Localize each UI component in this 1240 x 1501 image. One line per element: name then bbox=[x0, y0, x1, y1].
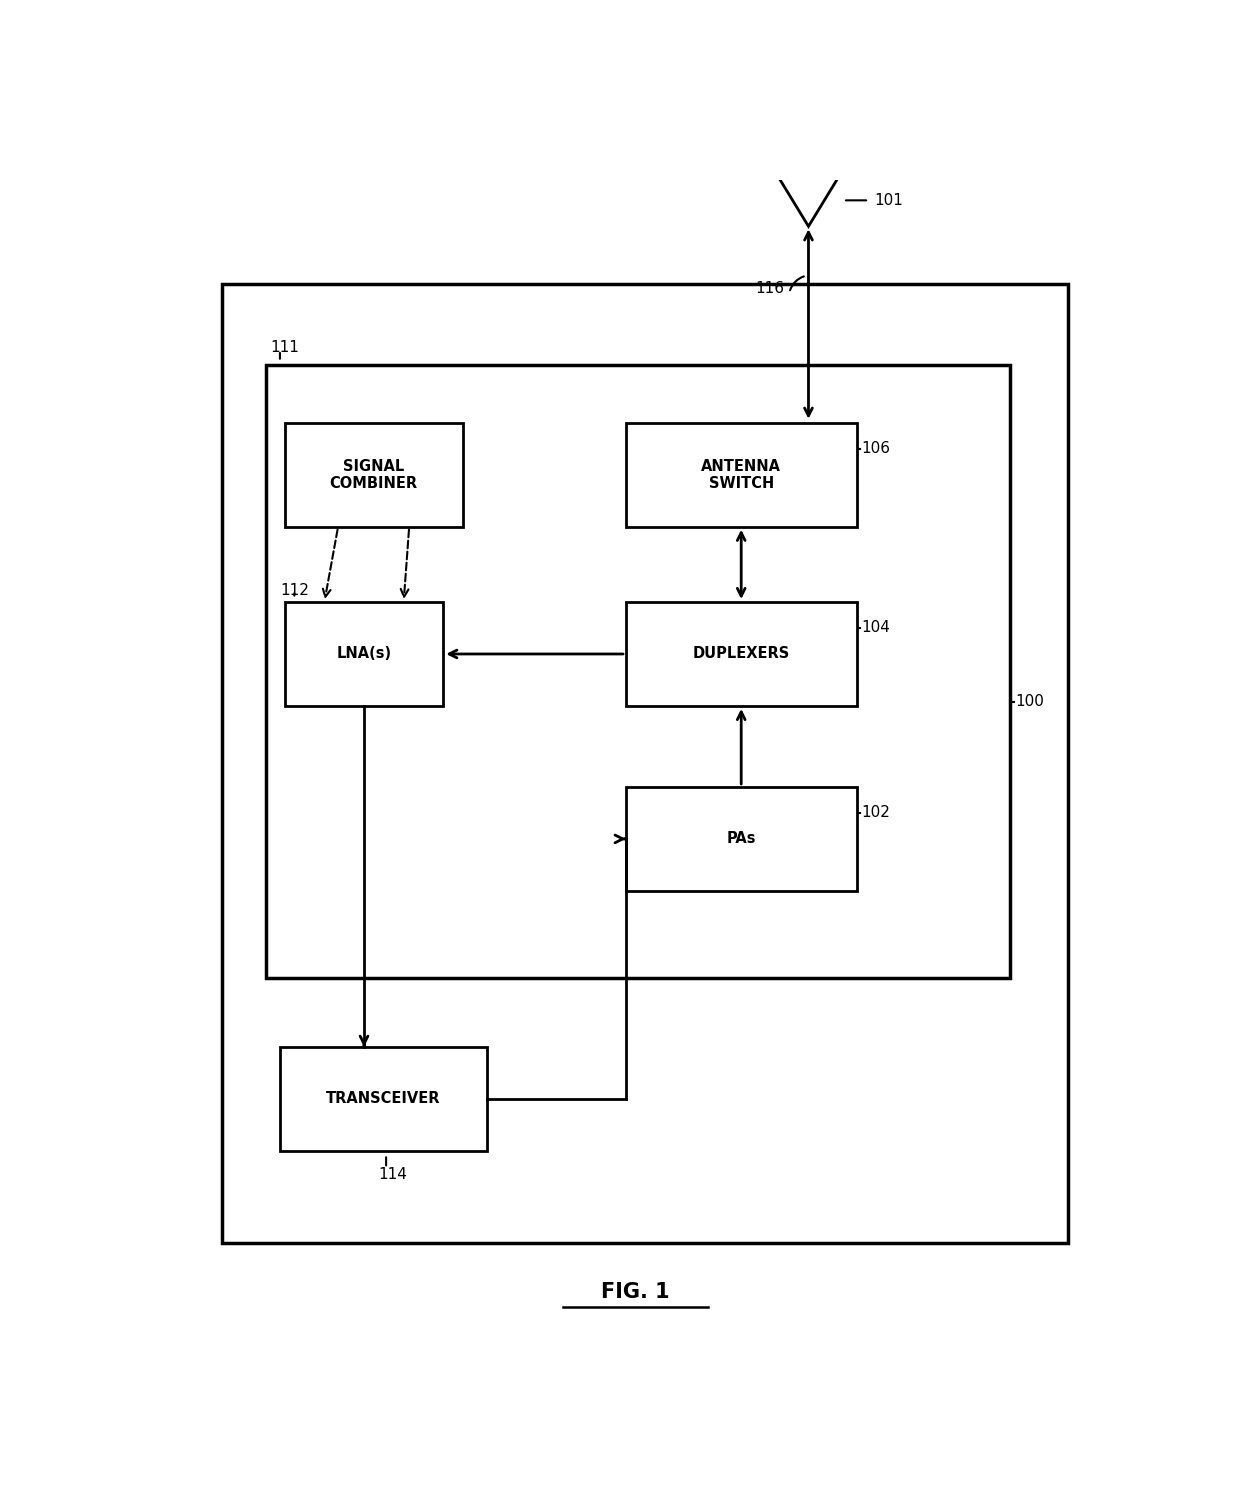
Text: 104: 104 bbox=[862, 620, 890, 635]
Bar bbox=[280, 1048, 486, 1151]
Text: SIGNAL
COMBINER: SIGNAL COMBINER bbox=[330, 459, 418, 491]
Bar bbox=[285, 423, 463, 527]
Bar bbox=[626, 787, 857, 892]
Bar bbox=[222, 284, 1068, 1243]
Text: 114: 114 bbox=[378, 1166, 407, 1181]
Text: 101: 101 bbox=[874, 192, 903, 207]
Text: LNA(s): LNA(s) bbox=[336, 647, 392, 662]
Text: 112: 112 bbox=[280, 582, 309, 597]
Text: FIG. 1: FIG. 1 bbox=[601, 1282, 670, 1301]
Text: PAs: PAs bbox=[727, 832, 756, 847]
Bar bbox=[285, 602, 444, 705]
Text: 106: 106 bbox=[862, 441, 890, 456]
Text: 116: 116 bbox=[755, 281, 785, 296]
Text: ANTENNA
SWITCH: ANTENNA SWITCH bbox=[701, 459, 781, 491]
Text: 102: 102 bbox=[862, 806, 890, 821]
Bar bbox=[265, 365, 1011, 977]
Text: TRANSCEIVER: TRANSCEIVER bbox=[326, 1091, 440, 1106]
Text: DUPLEXERS: DUPLEXERS bbox=[693, 647, 790, 662]
Bar bbox=[626, 602, 857, 705]
Bar bbox=[626, 423, 857, 527]
Text: 100: 100 bbox=[1016, 695, 1044, 710]
Text: 111: 111 bbox=[270, 341, 299, 356]
